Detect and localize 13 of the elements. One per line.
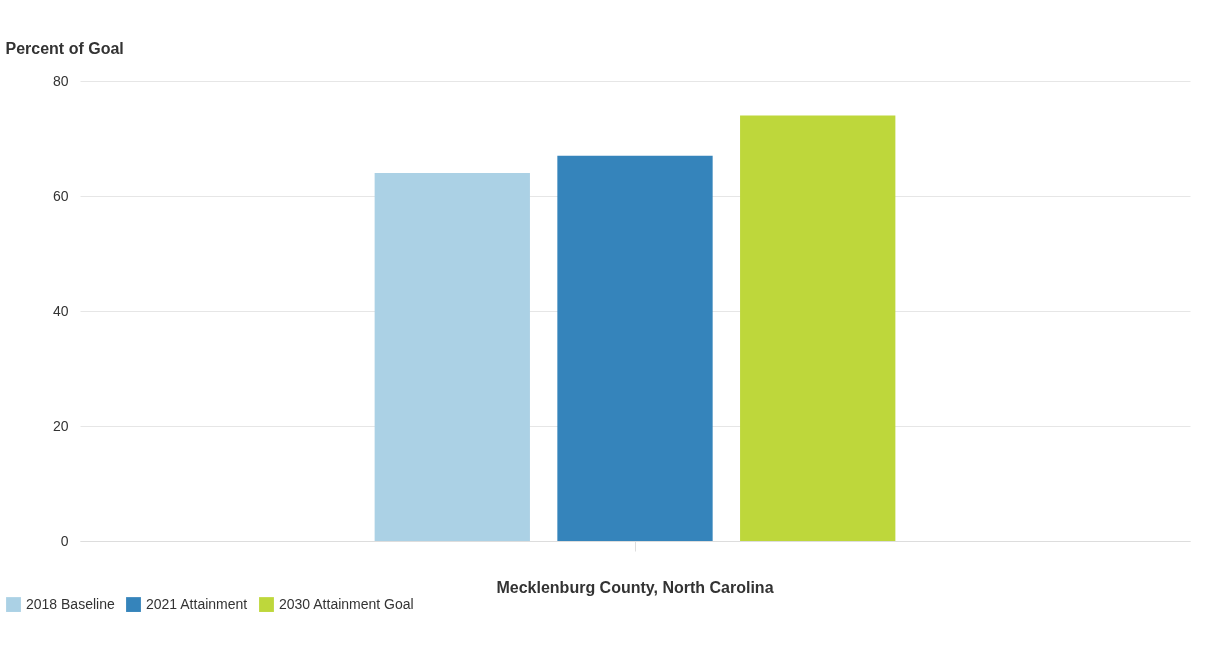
bar bbox=[557, 155, 713, 541]
y-tick-label: 0 bbox=[60, 532, 69, 549]
x-tick-label: Mecklenburg County, North Carolina bbox=[496, 578, 774, 596]
y-axis-title: Percent of Goal bbox=[5, 39, 124, 57]
y-tick-label: 80 bbox=[52, 72, 69, 89]
legend-label: 2018 Baseline bbox=[26, 595, 115, 612]
y-tick-label: 40 bbox=[52, 302, 69, 319]
bar bbox=[740, 115, 896, 541]
legend-label: 2021 Attainment bbox=[146, 595, 248, 612]
y-tick-label: 60 bbox=[52, 187, 69, 204]
y-tick-label: 20 bbox=[52, 417, 69, 434]
legend-label: 2030 Attainment Goal bbox=[279, 595, 414, 612]
bar bbox=[374, 173, 530, 541]
